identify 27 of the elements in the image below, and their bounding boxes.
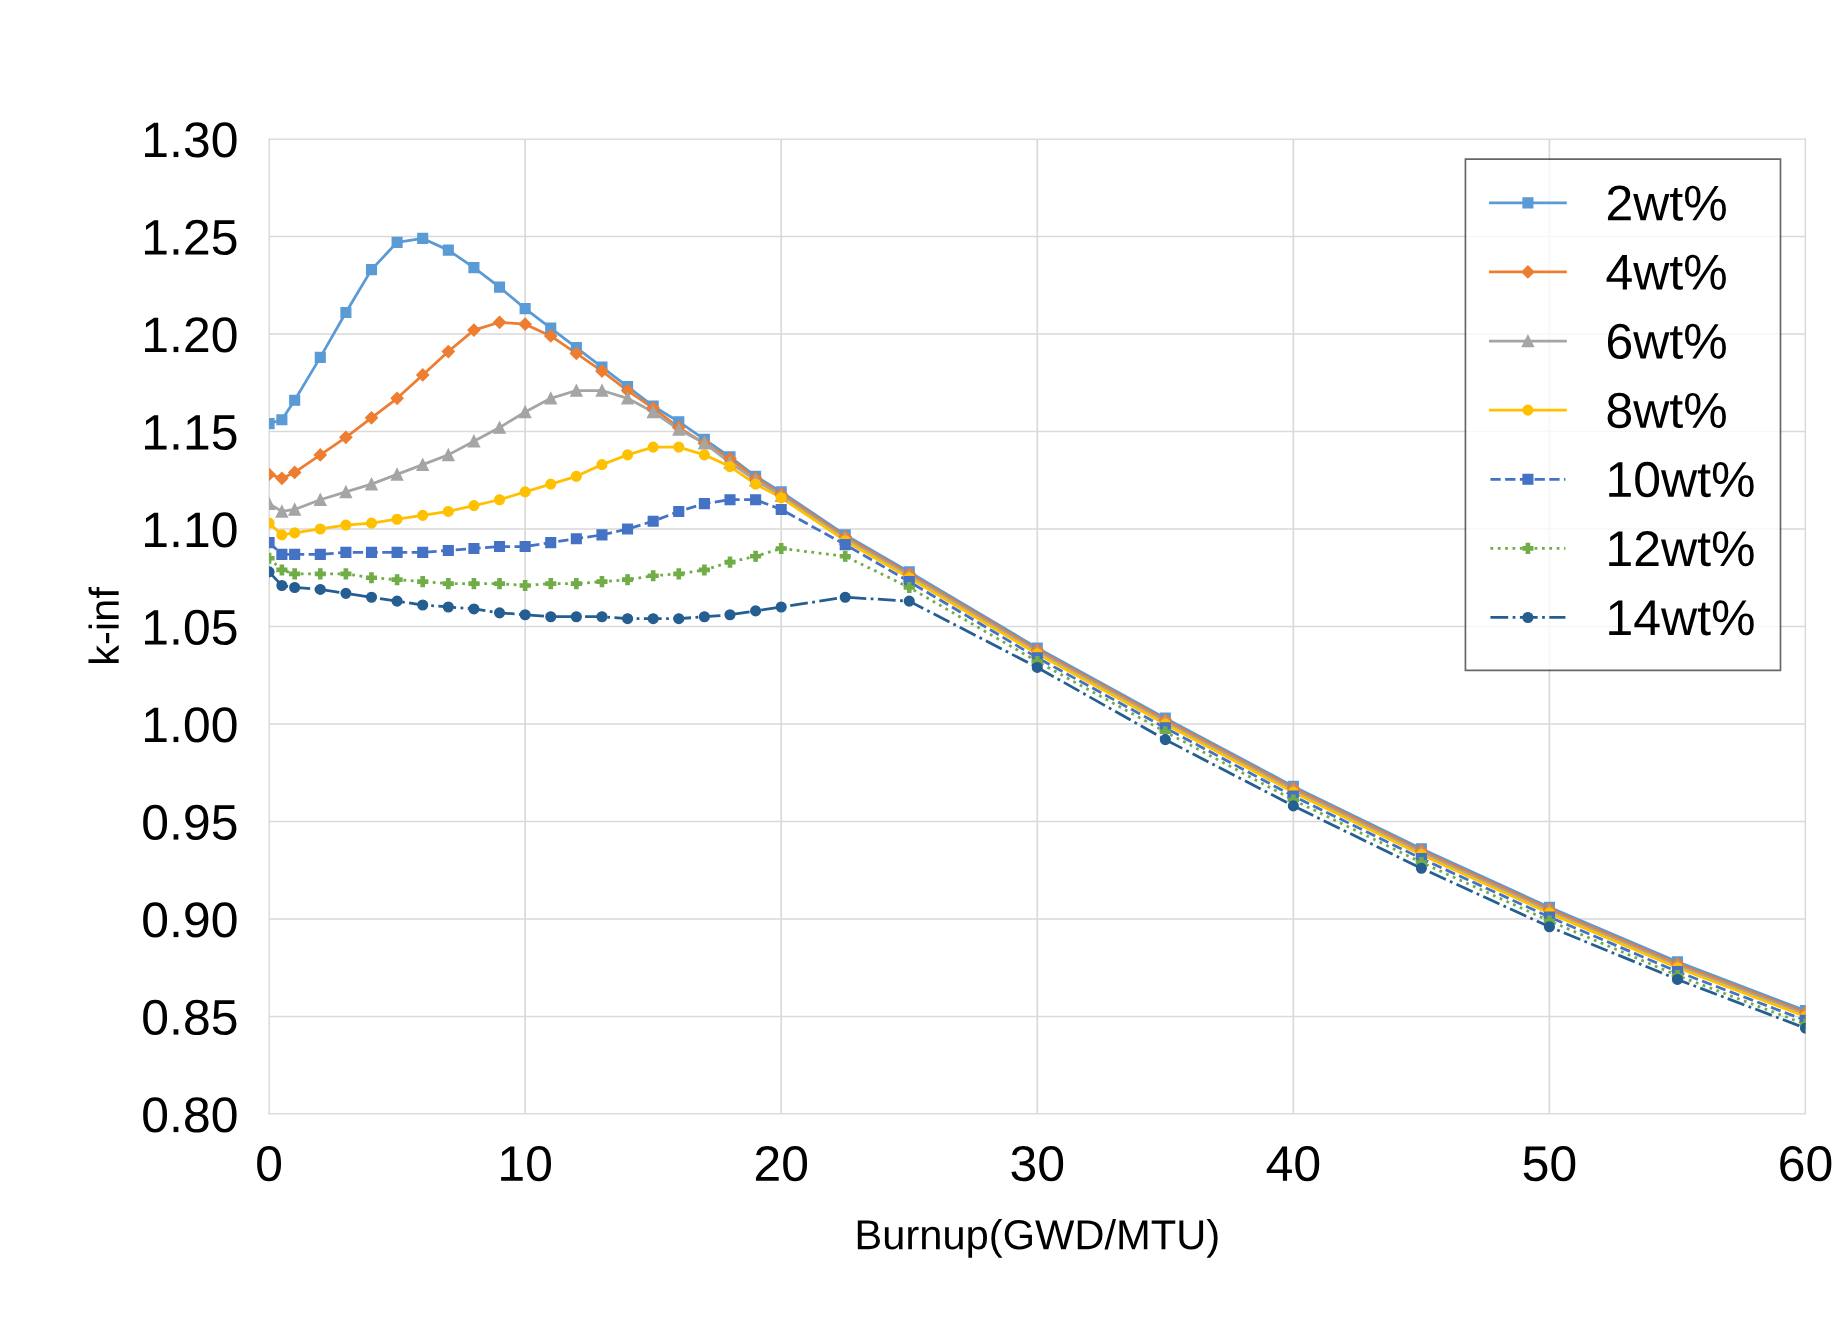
legend-label: 4wt% bbox=[1606, 254, 1726, 290]
y-axis-title: k-inf bbox=[88, 587, 119, 664]
x-tick-label: 60 bbox=[1780, 1145, 1832, 1182]
y-tick-label: 0.85 bbox=[143, 999, 237, 1036]
x-tick-label: 40 bbox=[1266, 1145, 1320, 1182]
legend-label: 2wt% bbox=[1607, 185, 1726, 221]
legend-label: 14wt% bbox=[1609, 600, 1754, 636]
y-tick-label: 1.05 bbox=[145, 609, 237, 646]
y-tick-label: 1.15 bbox=[145, 415, 237, 451]
legend-label: 10wt% bbox=[1609, 461, 1754, 498]
y-tick-label: 1.10 bbox=[145, 512, 237, 548]
y-tick-label: 1.30 bbox=[145, 122, 237, 158]
legend-label: 8wt% bbox=[1607, 392, 1726, 429]
x-tick-label: 20 bbox=[755, 1145, 808, 1182]
x-tick-label: 50 bbox=[1523, 1145, 1576, 1182]
legend-label: 6wt% bbox=[1607, 323, 1726, 360]
x-tick-label: 0 bbox=[257, 1145, 282, 1182]
y-tick-label: 1.25 bbox=[145, 219, 237, 256]
x-tick-label: 10 bbox=[501, 1145, 551, 1182]
y-tick-label: 1.00 bbox=[145, 707, 237, 743]
x-axis-title: Burnup(GWD/MTU) bbox=[857, 1218, 1218, 1258]
y-tick-label: 1.20 bbox=[145, 317, 237, 353]
legend-label: 12wt% bbox=[1609, 530, 1754, 567]
y-tick-label: 0.80 bbox=[143, 1097, 237, 1133]
y-tick-label: 0.95 bbox=[143, 804, 237, 841]
y-tick-label: 0.90 bbox=[143, 902, 237, 938]
x-tick-label: 30 bbox=[1011, 1145, 1064, 1182]
